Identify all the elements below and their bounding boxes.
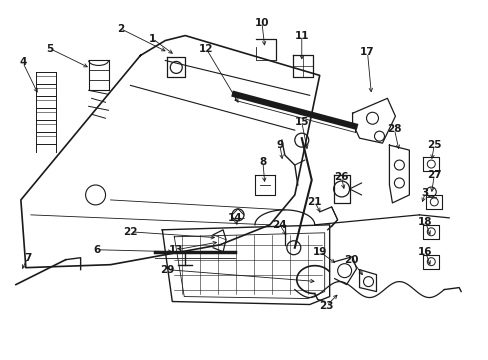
Text: 21: 21 [307, 197, 321, 207]
Text: 10: 10 [254, 18, 268, 28]
Text: 11: 11 [294, 31, 308, 41]
Text: 25: 25 [426, 140, 441, 150]
Text: 19: 19 [312, 247, 326, 257]
Text: 3: 3 [421, 188, 428, 198]
Text: 5: 5 [46, 44, 53, 54]
Text: 2: 2 [117, 24, 124, 33]
Text: 13: 13 [169, 245, 183, 255]
Text: 20: 20 [344, 255, 358, 265]
Text: 9: 9 [276, 140, 283, 150]
Text: 17: 17 [360, 48, 374, 58]
Text: 23: 23 [319, 301, 333, 311]
Text: 22: 22 [123, 227, 138, 237]
Text: 12: 12 [199, 44, 213, 54]
Text: 18: 18 [417, 217, 432, 227]
Text: 29: 29 [160, 265, 174, 275]
Text: 15: 15 [294, 117, 308, 127]
Text: 14: 14 [227, 213, 242, 223]
Text: 4: 4 [19, 58, 26, 67]
Text: 7: 7 [24, 253, 31, 263]
Text: 1: 1 [148, 33, 156, 44]
Text: 24: 24 [272, 220, 286, 230]
Text: 16: 16 [417, 247, 432, 257]
Text: 6: 6 [93, 245, 100, 255]
Text: 26: 26 [334, 172, 348, 182]
Text: 28: 28 [386, 124, 401, 134]
Text: 8: 8 [259, 157, 266, 167]
Text: 27: 27 [426, 170, 441, 180]
